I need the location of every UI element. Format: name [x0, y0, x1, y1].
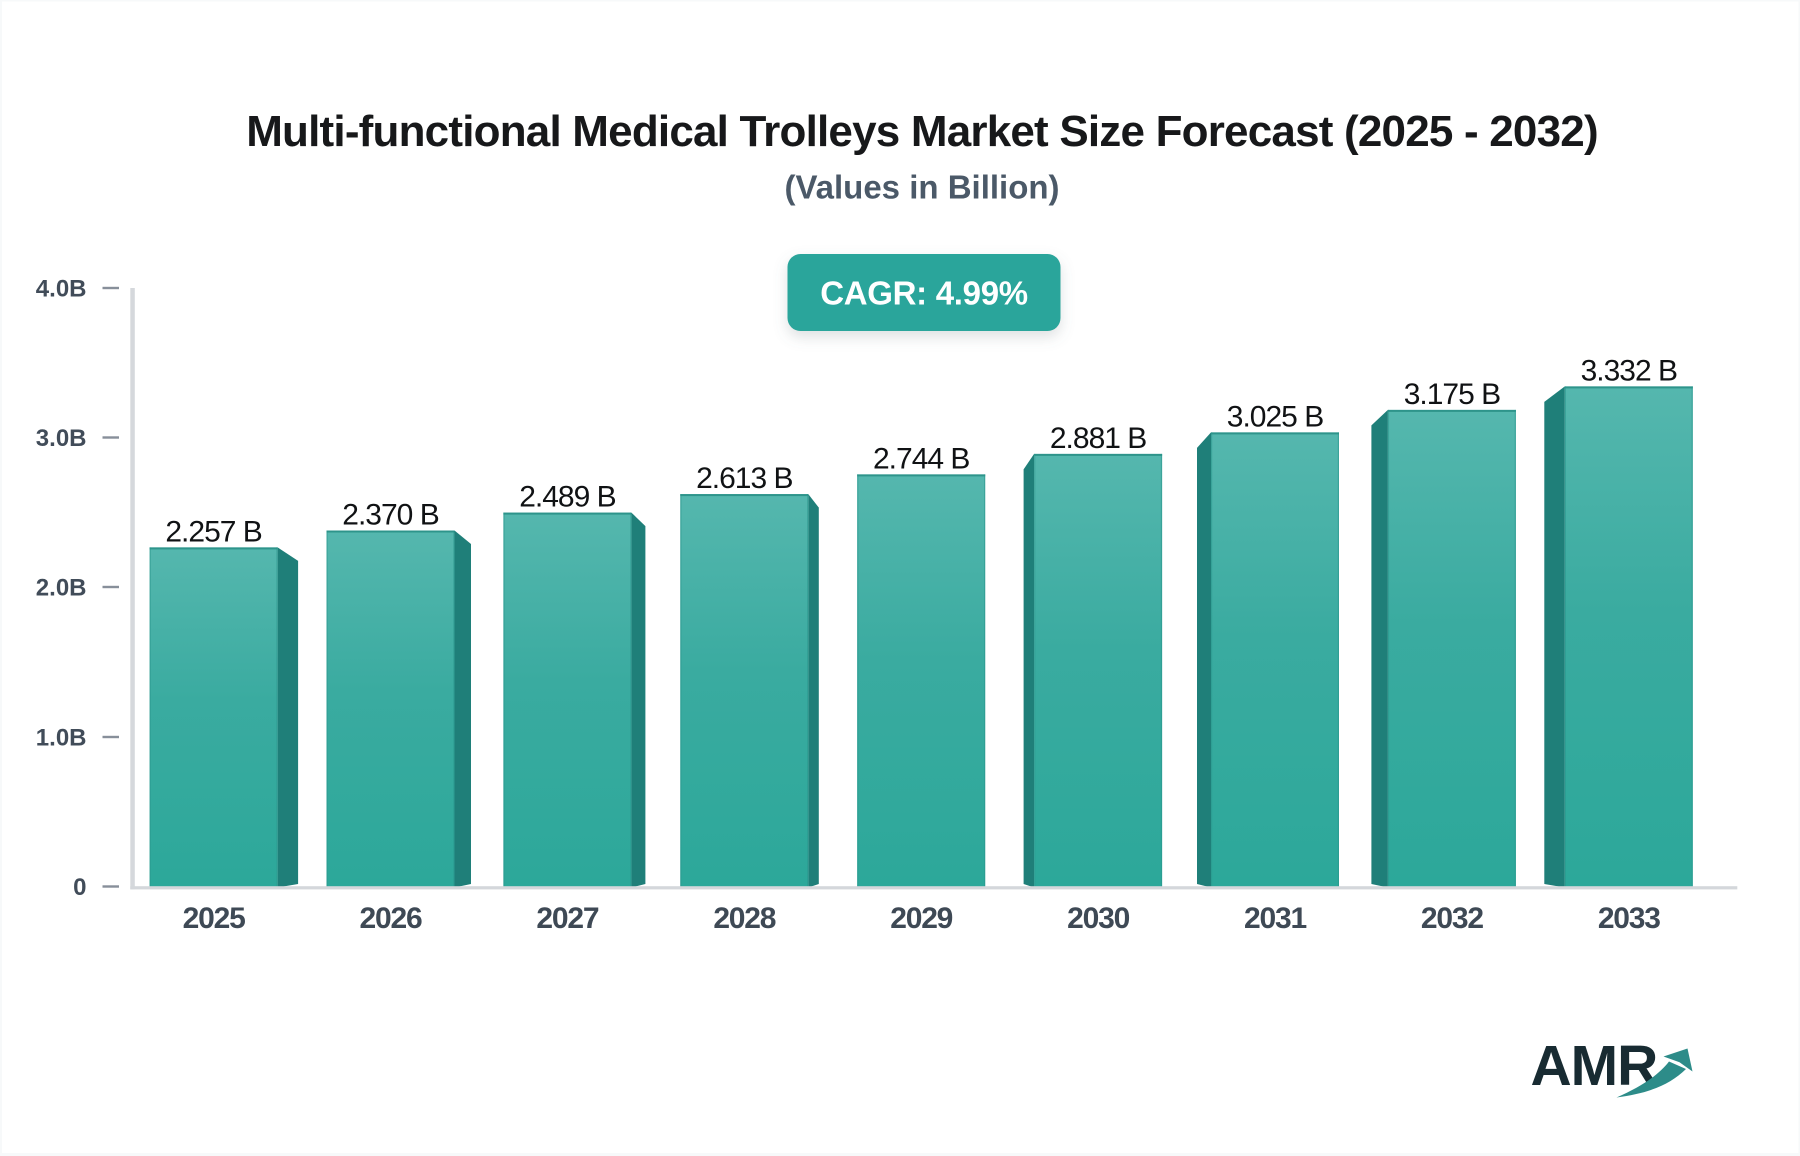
svg-text:Multi-functional Medical Troll: Multi-functional Medical Trolleys Market… [246, 107, 1598, 156]
svg-text:2026: 2026 [360, 902, 422, 935]
svg-text:AMR: AMR [1531, 1034, 1658, 1098]
svg-text:2030: 2030 [1067, 902, 1129, 935]
svg-text:2.489 B: 2.489 B [519, 481, 615, 514]
svg-text:CAGR: 4.99%: CAGR: 4.99% [820, 275, 1028, 312]
svg-text:2.744 B: 2.744 B [873, 442, 969, 475]
svg-text:2.257 B: 2.257 B [165, 515, 261, 548]
svg-text:2.0B: 2.0B [36, 575, 87, 602]
svg-text:3.175 B: 3.175 B [1404, 378, 1500, 411]
svg-text:2027: 2027 [536, 902, 598, 935]
svg-text:2028: 2028 [713, 902, 775, 935]
svg-text:0: 0 [73, 874, 86, 901]
svg-text:2033: 2033 [1598, 902, 1660, 935]
svg-text:2031: 2031 [1244, 902, 1306, 935]
svg-text:2032: 2032 [1421, 902, 1483, 935]
svg-text:2.370 B: 2.370 B [342, 499, 438, 532]
svg-text:2.881 B: 2.881 B [1050, 422, 1146, 455]
svg-text:2029: 2029 [890, 902, 952, 935]
svg-text:(Values in Billion): (Values in Billion) [784, 169, 1059, 206]
svg-text:2.613 B: 2.613 B [696, 462, 792, 495]
svg-text:3.025 B: 3.025 B [1227, 400, 1323, 433]
svg-text:3.0B: 3.0B [36, 425, 87, 452]
svg-text:2025: 2025 [183, 902, 245, 935]
svg-text:4.0B: 4.0B [36, 276, 87, 303]
svg-text:3.332 B: 3.332 B [1581, 354, 1677, 387]
svg-text:1.0B: 1.0B [36, 725, 87, 752]
